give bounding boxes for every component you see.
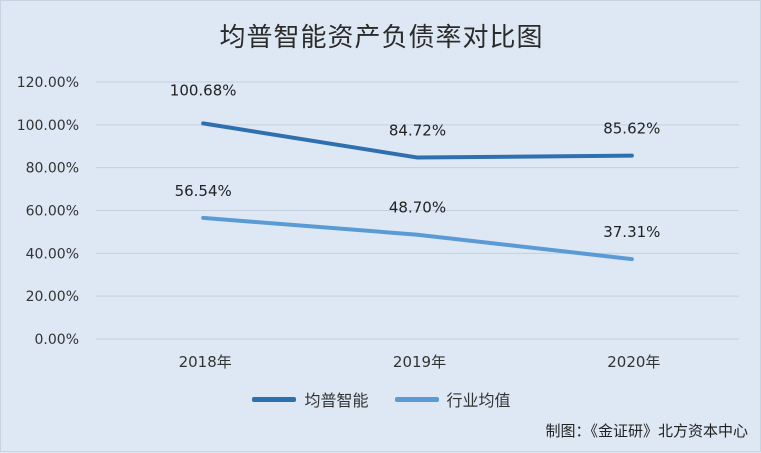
legend-label-series-2: 行业均值 xyxy=(446,391,511,410)
y-tick-label: 40.00% xyxy=(26,246,79,262)
series-line-1 xyxy=(201,121,634,160)
x-tick-label: 2020年 xyxy=(607,353,660,371)
series-line-2 xyxy=(201,215,634,262)
legend-item-series-2: 行业均值 xyxy=(394,387,511,411)
y-axis-ticks: 0.00% 20.00% 40.00% 60.00% 80.00% 100.00% 120.… xyxy=(17,75,79,348)
x-tick-label: 2019年 xyxy=(393,353,446,371)
data-label: 48.70% xyxy=(389,199,446,217)
data-label: 100.68% xyxy=(170,81,237,99)
legend-swatch-series-1 xyxy=(252,396,297,402)
x-axis-ticks: 2018年 2019年 2020年 xyxy=(179,353,661,371)
y-tick-label: 80.00% xyxy=(26,161,79,177)
legend-label-series-1: 均普智能 xyxy=(304,391,369,410)
gridlines xyxy=(96,81,739,340)
source-note: 制图：《金证研》北方资本中心 xyxy=(545,422,748,440)
chart-title: 均普智能资产负债率对比图 xyxy=(219,23,544,53)
data-label: 56.54% xyxy=(175,182,232,200)
data-label: 37.31% xyxy=(603,223,660,241)
y-tick-label: 0.00% xyxy=(35,332,79,348)
legend-item-series-1: 均普智能 xyxy=(252,387,369,411)
x-tick-label: 2018年 xyxy=(179,353,232,371)
legend-swatch-series-2 xyxy=(394,396,439,402)
y-tick-label: 60.00% xyxy=(26,204,79,220)
y-tick-label: 120.00% xyxy=(17,75,79,91)
series-lines xyxy=(201,121,634,262)
y-tick-label: 100.00% xyxy=(17,118,79,134)
y-tick-label: 20.00% xyxy=(26,289,79,305)
data-label: 84.72% xyxy=(389,122,446,140)
data-label: 85.62% xyxy=(603,120,660,138)
legend: 均普智能 行业均值 xyxy=(1,387,761,411)
data-labels: 100.68% 84.72% 85.62% 56.54% 48.70% 37.31% xyxy=(170,81,661,241)
